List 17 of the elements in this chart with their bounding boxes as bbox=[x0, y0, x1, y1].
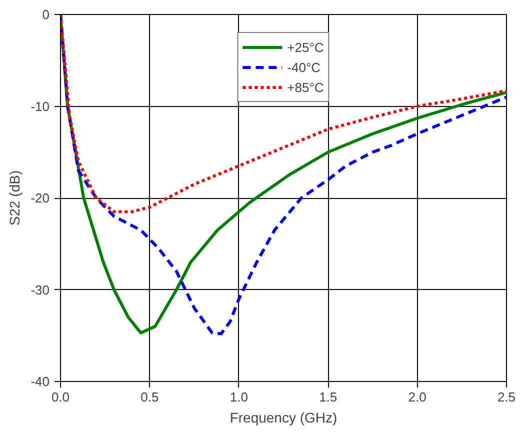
y-tick-label: -10 bbox=[30, 98, 50, 114]
x-tick-label: 0.0 bbox=[51, 390, 70, 404]
x-tick-label: 2.5 bbox=[497, 390, 516, 404]
legend-label: +85°C bbox=[287, 80, 324, 94]
y-tick-label: -30 bbox=[30, 282, 50, 298]
legend-label: +25°C bbox=[287, 40, 324, 54]
y-tick-label: 0 bbox=[42, 7, 50, 22]
line-series bbox=[60, 14, 506, 214]
x-tick-label: 2.0 bbox=[408, 390, 426, 404]
y-tick-label: -40 bbox=[30, 374, 50, 389]
y-axis-title: S22 (dB) bbox=[6, 170, 23, 226]
x-tick-label: 1.0 bbox=[230, 390, 248, 404]
legend-label: -40°C bbox=[287, 60, 321, 74]
x-tick-label: 0.5 bbox=[140, 390, 159, 404]
y-tick-label: -20 bbox=[30, 190, 50, 206]
x-tick-label: 1.5 bbox=[319, 390, 338, 404]
x-axis-title: Frequency (GHz) bbox=[230, 410, 338, 426]
